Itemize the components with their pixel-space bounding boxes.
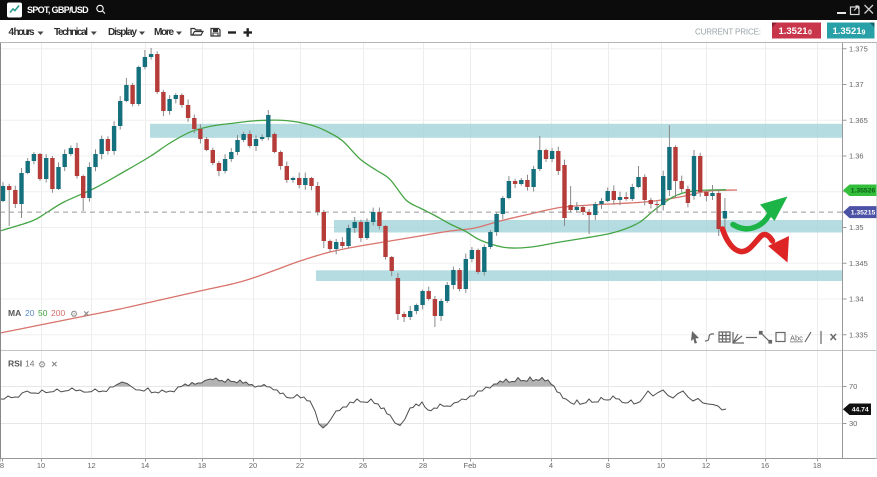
svg-text:16: 16 <box>761 461 769 470</box>
svg-text:12: 12 <box>87 461 95 470</box>
svg-text:10: 10 <box>657 461 665 470</box>
svg-text:1.335: 1.335 <box>849 330 868 339</box>
svg-text:12: 12 <box>702 461 710 470</box>
svg-text:9: 9 <box>862 30 866 37</box>
svg-text:⚙: ⚙ <box>38 360 46 370</box>
svg-text:SPOT, GBP/USD: SPOT, GBP/USD <box>27 5 89 15</box>
svg-text:⚙: ⚙ <box>70 309 78 319</box>
svg-text:Abc: Abc <box>790 334 803 343</box>
svg-text:18: 18 <box>813 461 821 470</box>
svg-text:Feb: Feb <box>464 461 477 470</box>
svg-text:26: 26 <box>359 461 367 470</box>
svg-text:✕: ✕ <box>51 360 58 369</box>
svg-text:1.375: 1.375 <box>849 44 868 53</box>
svg-text:14: 14 <box>141 461 149 470</box>
svg-text:8: 8 <box>606 461 610 470</box>
svg-text:8: 8 <box>0 461 4 470</box>
svg-text:200: 200 <box>51 308 65 318</box>
svg-text:✕: ✕ <box>83 310 90 319</box>
svg-text:22: 22 <box>296 461 304 470</box>
svg-text:Technical: Technical <box>54 27 88 38</box>
svg-text:MA: MA <box>8 308 21 318</box>
svg-text:0: 0 <box>808 30 812 37</box>
svg-text:1.3521: 1.3521 <box>778 26 808 37</box>
svg-text:1.34: 1.34 <box>849 295 864 304</box>
svg-text:18: 18 <box>198 461 206 470</box>
svg-text:4: 4 <box>549 461 553 470</box>
svg-text:44.74: 44.74 <box>852 407 869 414</box>
svg-text:20: 20 <box>25 308 35 318</box>
svg-text:1.35215: 1.35215 <box>851 210 876 217</box>
svg-text:CURRENT PRICE:: CURRENT PRICE: <box>695 28 762 37</box>
svg-text:More: More <box>154 27 174 38</box>
svg-text:Display: Display <box>108 27 137 38</box>
svg-text:1.3521: 1.3521 <box>832 26 862 37</box>
svg-text:RSI: RSI <box>8 359 22 369</box>
svg-text:1.36: 1.36 <box>849 152 864 161</box>
svg-text:1.35526: 1.35526 <box>851 188 876 195</box>
svg-text:50: 50 <box>38 308 48 318</box>
svg-text:20: 20 <box>249 461 257 470</box>
svg-text:70: 70 <box>849 382 857 391</box>
svg-text:4 hours: 4 hours <box>9 27 35 38</box>
svg-text:1.35: 1.35 <box>849 223 864 232</box>
svg-text:1.365: 1.365 <box>849 116 868 125</box>
svg-text:1.37: 1.37 <box>849 80 864 89</box>
svg-text:1.345: 1.345 <box>849 259 868 268</box>
svg-text:10: 10 <box>37 461 45 470</box>
svg-text:30: 30 <box>849 419 857 428</box>
svg-text:14: 14 <box>25 359 35 369</box>
svg-text:28: 28 <box>419 461 427 470</box>
